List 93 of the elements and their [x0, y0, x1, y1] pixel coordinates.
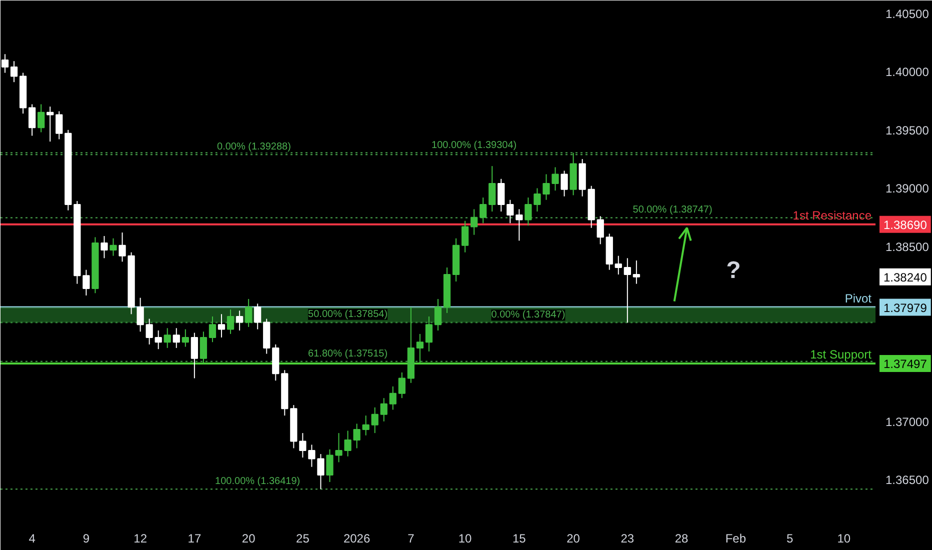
candlestick	[552, 166, 559, 192]
candlestick	[344, 430, 352, 457]
y-tick-label: 1.37979	[884, 300, 928, 315]
candlestick	[236, 310, 244, 331]
candlestick	[146, 318, 153, 345]
ref-line-label: Pivot	[844, 291, 872, 306]
x-tick-label: 9	[82, 532, 90, 546]
candlestick	[516, 208, 523, 242]
x-tick-label: 23	[620, 532, 634, 546]
x-tick-label: 12	[134, 532, 148, 546]
candlestick	[308, 444, 316, 468]
annotation: 100.00% (1.39304)	[432, 140, 517, 151]
candlestick	[389, 386, 396, 410]
candlestick	[326, 448, 334, 483]
candlestick	[208, 316, 216, 343]
candlestick	[182, 328, 189, 348]
candlestick	[560, 170, 568, 197]
x-tick-label: Feb	[725, 532, 746, 546]
candlestick	[362, 415, 370, 436]
annotation: 61.80% (1.37515)	[308, 348, 388, 360]
y-tick-label: 1.36500	[886, 473, 930, 488]
candlestick	[110, 238, 117, 256]
candlestick	[480, 197, 487, 224]
x-tick-label: 4	[28, 532, 36, 546]
candlestick	[614, 255, 622, 275]
x-tick-label: 5	[786, 532, 794, 546]
annotation: 100.00% (1.36419)	[215, 476, 300, 488]
candlestick	[596, 216, 604, 245]
candlestick	[82, 269, 90, 296]
candlestick	[534, 188, 541, 212]
x-tick-label: 10	[458, 532, 472, 546]
candlestick	[488, 166, 496, 212]
annotation: 0.00% (1.39288)	[217, 142, 291, 153]
candlestick	[164, 328, 171, 348]
candlestick	[100, 236, 108, 259]
candlestick	[226, 308, 234, 334]
candlestick	[28, 104, 36, 136]
candlestick	[434, 298, 442, 331]
x-tick-label: 25	[296, 532, 310, 546]
candlestick	[353, 423, 360, 449]
candlestick	[154, 330, 162, 350]
ref-line-label: 1st Resistance	[792, 208, 872, 222]
y-tick-label: 1.39000	[886, 182, 930, 196]
x-tick-label: 17	[188, 532, 202, 546]
y-tick-label: 1.38240	[884, 270, 928, 284]
x-tick-label: 10	[837, 532, 851, 546]
annotation: 50.00% (1.38747)	[632, 204, 712, 216]
candlestick	[371, 406, 378, 434]
candlestick	[542, 174, 550, 200]
candlestick	[398, 372, 406, 399]
y-tick-label: 1.37497	[884, 356, 928, 371]
y-tick-label: 1.38690	[884, 218, 928, 232]
candlestick	[172, 328, 180, 348]
y-tick-label: 1.39500	[886, 123, 930, 138]
annotation: 50.00% (1.37854)	[308, 308, 388, 320]
candlestick	[470, 208, 478, 236]
x-tick-label: 20	[566, 532, 580, 546]
candlestick	[335, 432, 342, 463]
candlestick	[461, 220, 469, 253]
annotation: ?	[726, 257, 741, 284]
candlestick	[506, 199, 514, 224]
candlestick	[254, 303, 262, 330]
candlestick	[317, 454, 324, 490]
y-tick-label: 1.40000	[886, 65, 930, 80]
candlestick	[136, 297, 144, 332]
candlestick	[416, 333, 424, 364]
x-tick-label: 2026	[343, 532, 370, 546]
candlestick	[245, 298, 252, 328]
candlestick	[299, 432, 306, 458]
ref-line-label: 1st Support	[810, 347, 872, 362]
candlestick	[498, 178, 505, 212]
candlestick	[200, 331, 208, 364]
candlestick	[632, 260, 640, 284]
annotation: 0.00% (1.37847)	[491, 310, 566, 321]
candlestick	[46, 106, 54, 142]
candlestick	[190, 332, 198, 379]
x-tick-label: 28	[674, 532, 689, 546]
candlestick	[38, 104, 45, 133]
candlestick	[380, 398, 388, 422]
candlestick	[10, 60, 18, 83]
candlestick	[56, 110, 63, 140]
x-tick-label: 7	[408, 532, 415, 546]
y-tick-label: 1.37000	[886, 414, 930, 429]
y-tick-label: 1.40500	[886, 6, 930, 21]
candlestick	[1, 54, 9, 74]
y-tick-label: 1.38500	[886, 240, 930, 254]
candlestick	[425, 316, 433, 352]
candlestick	[624, 258, 631, 324]
candlestick	[118, 232, 126, 262]
x-tick-label: 20	[242, 532, 256, 546]
candlestick	[218, 314, 226, 338]
x-tick-label: 15	[512, 532, 526, 546]
candlestick	[524, 197, 532, 226]
